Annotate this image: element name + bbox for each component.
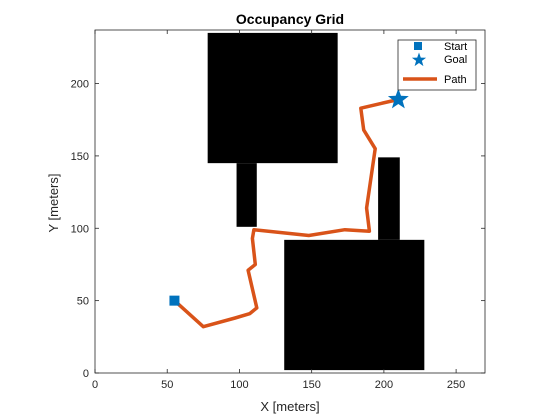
x-axis-label: X [meters]	[260, 399, 319, 414]
legend-path-label: Path	[444, 74, 467, 86]
y-tick-label-0: 0	[83, 368, 89, 380]
chart-title: Occupancy Grid	[236, 11, 344, 27]
axes-layer: 0 50 100 150 200 250 0 50 100 150 200	[71, 29, 486, 391]
legend-goal-label: Goal	[444, 54, 467, 66]
x-tick-label-0: 0	[92, 379, 98, 391]
legend-box	[397, 39, 477, 91]
legend-start-marker	[414, 42, 422, 50]
obstacle-3	[284, 239, 425, 371]
obstacle-0	[207, 32, 338, 164]
legend-goal-marker	[411, 52, 427, 67]
path-line	[172, 97, 401, 329]
x-tick-label-50: 50	[161, 379, 173, 391]
obstacle-1	[236, 163, 257, 227]
y-tick-label-150: 150	[71, 151, 89, 163]
obstacles-layer	[207, 32, 425, 371]
legend: Start Goal Path	[397, 39, 477, 91]
x-tick-label-250: 250	[447, 379, 465, 391]
x-tick-label-200: 200	[375, 379, 393, 391]
y-tick-label-50: 50	[77, 296, 89, 308]
obstacle-2	[378, 157, 400, 240]
legend-start-label: Start	[444, 41, 467, 53]
goal-marker	[387, 88, 409, 109]
axes-box	[94, 29, 486, 374]
y-tick-label-200: 200	[71, 79, 89, 91]
y-axis-label: Y [meters]	[46, 173, 61, 232]
x-tick-label-100: 100	[230, 379, 248, 391]
y-tick-label-100: 100	[71, 223, 89, 235]
start-marker	[169, 295, 180, 306]
x-tick-label-150: 150	[302, 379, 320, 391]
path-layer	[169, 88, 409, 329]
